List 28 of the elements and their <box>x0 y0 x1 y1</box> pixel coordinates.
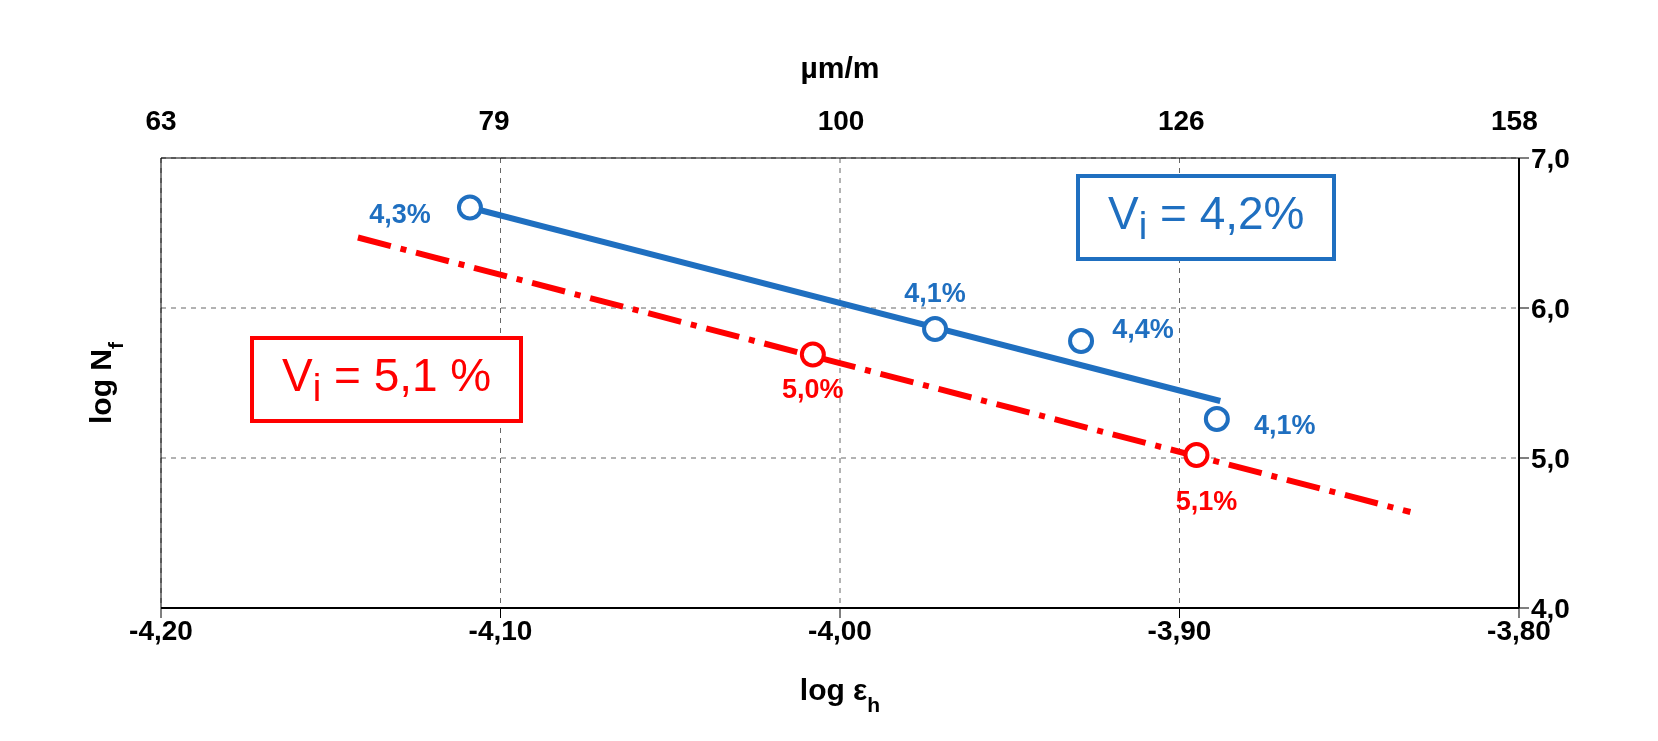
annotation: 4,1% <box>1254 410 1316 441</box>
point <box>456 194 483 221</box>
y-tick-label: 6,0 <box>1531 292 1570 324</box>
series-label: V$_{i}$ = 5,1 % <box>250 336 524 424</box>
x2-tick-label: 79 <box>478 105 510 136</box>
x2-axis-title: µm/m <box>800 51 880 84</box>
x2-tick-label: 126 <box>1157 105 1205 136</box>
annotation: 4,4% <box>1112 314 1174 345</box>
x2-tick-label: 63 <box>145 105 177 136</box>
x-tick-label: -4,00 <box>808 614 872 646</box>
point <box>1183 442 1210 468</box>
point <box>1203 406 1230 432</box>
annotation: 5,0% <box>782 373 844 404</box>
x-tick-label: -4,10 <box>468 614 533 646</box>
y-tick-label: 5,0 <box>1531 442 1570 474</box>
annotation: 4,1% <box>904 278 966 309</box>
annotation: 4,3% <box>369 198 431 229</box>
x-tick-label: -3,90 <box>1147 614 1212 646</box>
point <box>799 341 826 368</box>
text: V$_{i}$ = 4,2% <box>1076 174 1337 262</box>
y-tick-label: 7,0 <box>1531 142 1570 174</box>
annotation: 5,1% <box>1175 486 1238 517</box>
x2-tick-label: 100 <box>817 105 865 136</box>
x-axis-title: log ε$_{h}$ <box>799 673 881 716</box>
x-tick-label: -4,20 <box>129 614 193 646</box>
point <box>1068 328 1095 354</box>
point <box>922 316 949 342</box>
x2-tick-label: 158 <box>1490 105 1538 136</box>
